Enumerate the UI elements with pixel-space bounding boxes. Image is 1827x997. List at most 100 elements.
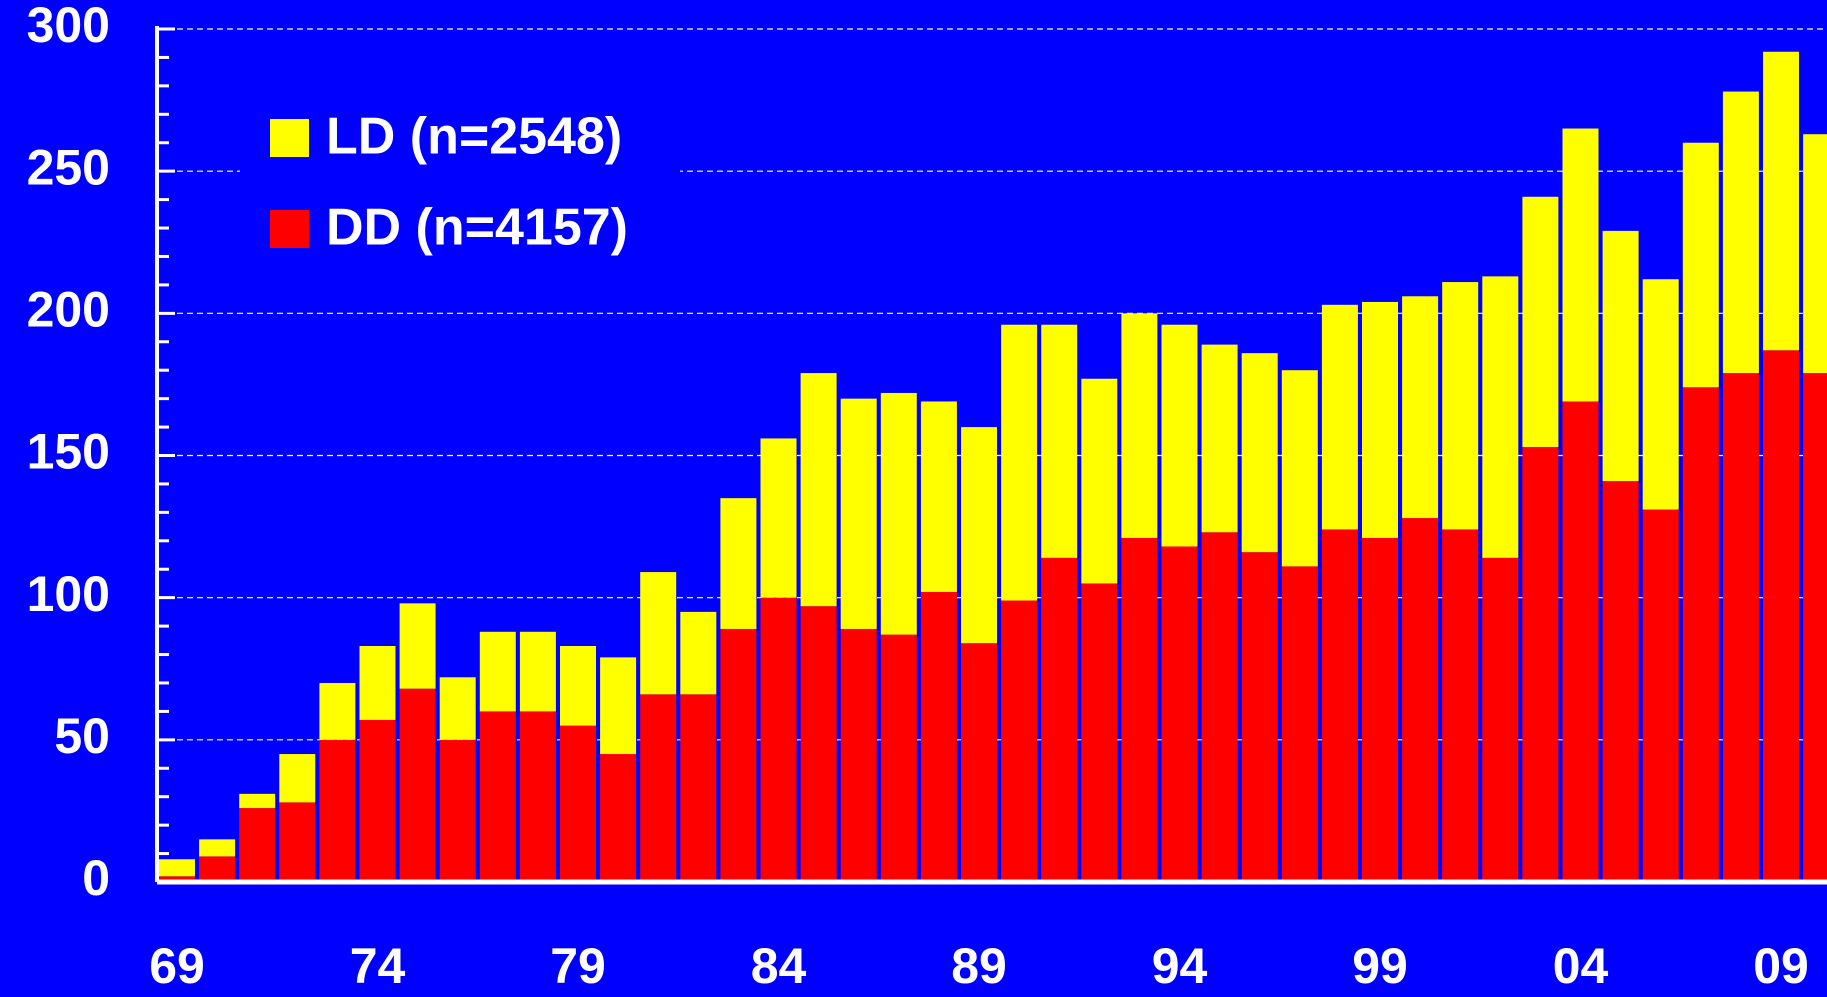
bar <box>1803 134 1827 374</box>
bar <box>1722 91 1759 374</box>
x-tick-label: 84 <box>751 938 807 994</box>
bar <box>800 606 837 882</box>
bar <box>1081 378 1118 584</box>
bar <box>1803 373 1827 882</box>
bar <box>1041 324 1078 558</box>
y-tick-label: 50 <box>54 708 110 764</box>
bar <box>920 591 957 882</box>
bar <box>1281 566 1318 882</box>
bar <box>1201 344 1238 533</box>
bar <box>1482 276 1519 558</box>
bar <box>1682 387 1719 882</box>
legend-swatch <box>270 210 309 248</box>
bar <box>199 856 236 882</box>
bar <box>760 597 797 882</box>
x-tick-label: 79 <box>550 938 606 994</box>
bar <box>159 859 195 877</box>
bar <box>1442 529 1479 882</box>
bar <box>961 427 997 644</box>
bar <box>1602 230 1639 482</box>
y-tick-label: 100 <box>27 566 110 622</box>
bar <box>1763 51 1799 351</box>
bar <box>1321 304 1358 530</box>
bar <box>1642 279 1679 510</box>
bar <box>279 802 316 882</box>
bar <box>1482 557 1519 882</box>
x-tick-label: 89 <box>951 938 1007 994</box>
bar <box>880 634 917 882</box>
bar <box>519 711 556 882</box>
x-tick-label: 94 <box>1152 938 1208 994</box>
bar <box>560 725 596 882</box>
bar <box>159 876 195 882</box>
y-tick-label: 200 <box>27 282 110 338</box>
bar <box>479 711 516 882</box>
bar <box>1241 552 1278 882</box>
bar <box>1642 509 1679 882</box>
bar <box>1442 282 1479 530</box>
bar <box>359 719 396 882</box>
bar <box>479 631 516 712</box>
bar <box>399 688 436 882</box>
bar <box>1241 353 1278 553</box>
bar <box>1041 557 1078 882</box>
bar <box>600 754 637 882</box>
bar <box>359 646 396 720</box>
bar <box>1121 537 1158 882</box>
bar <box>1763 350 1799 883</box>
bar <box>840 398 877 629</box>
bar <box>1362 301 1398 538</box>
legend-label: DD (n=4157) <box>326 199 628 257</box>
x-tick-label: 09 <box>1753 938 1809 994</box>
bar <box>720 628 757 882</box>
y-tick-label: 0 <box>82 850 110 906</box>
bar <box>880 392 917 635</box>
bar <box>720 498 757 629</box>
bar <box>1602 481 1639 882</box>
bar <box>1562 128 1599 402</box>
bar <box>961 643 997 882</box>
legend-background <box>240 100 680 270</box>
y-tick-label: 300 <box>27 0 110 53</box>
bar <box>920 401 957 592</box>
bar <box>239 808 276 882</box>
bar <box>1321 529 1358 882</box>
bar <box>1402 296 1439 519</box>
bar <box>519 631 556 712</box>
bar <box>1001 600 1038 882</box>
bar <box>1722 373 1759 882</box>
bar <box>1161 324 1198 547</box>
x-tick-label: 04 <box>1553 938 1609 994</box>
bar <box>1081 583 1118 882</box>
bar <box>600 657 637 755</box>
bar <box>640 572 677 695</box>
bar <box>1522 196 1559 447</box>
bar <box>760 438 797 598</box>
bar <box>1201 532 1238 882</box>
bar <box>1402 518 1439 882</box>
legend-label: LD (n=2548) <box>326 108 622 166</box>
bar <box>680 694 717 882</box>
bar <box>199 839 236 857</box>
bar <box>319 739 356 882</box>
bar <box>399 603 436 689</box>
bar <box>800 373 837 607</box>
bar <box>1001 324 1038 601</box>
bar <box>1362 537 1398 882</box>
bar <box>680 611 717 695</box>
bar <box>239 793 276 809</box>
bar <box>640 694 677 882</box>
legend-swatch <box>270 119 309 157</box>
bar <box>439 677 476 740</box>
bar <box>1121 313 1158 538</box>
bar <box>840 628 877 882</box>
bar <box>439 739 476 882</box>
x-tick-label: 74 <box>350 938 406 994</box>
bar <box>1522 446 1559 882</box>
bar <box>1281 370 1318 567</box>
x-tick-label: 69 <box>149 938 205 994</box>
bar <box>1682 142 1719 388</box>
y-tick-label: 250 <box>27 139 110 195</box>
